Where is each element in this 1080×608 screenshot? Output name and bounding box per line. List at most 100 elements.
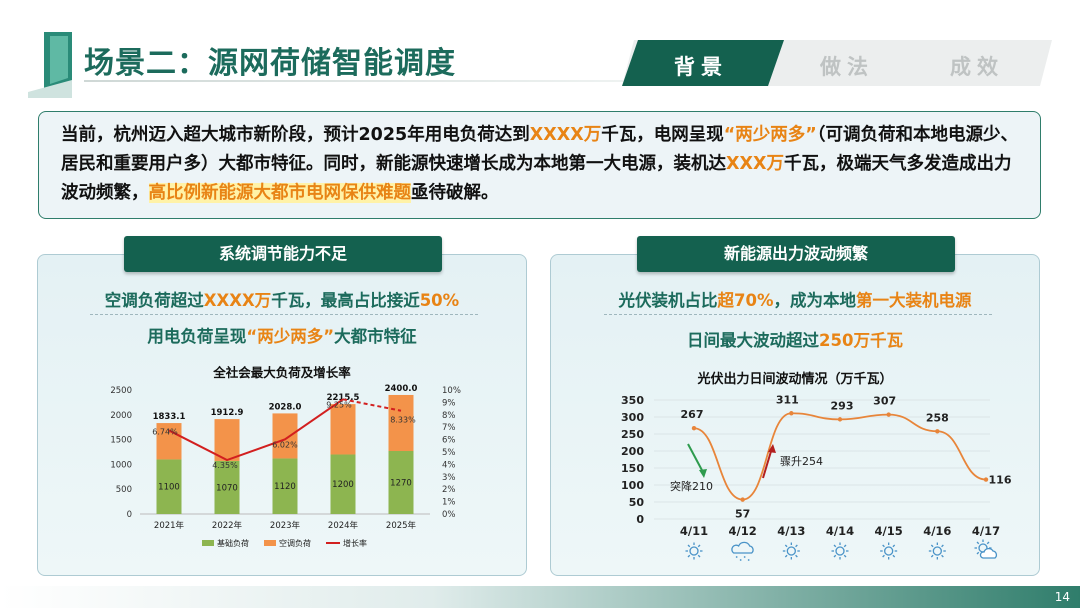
value-label: 116	[989, 474, 1012, 487]
data-point	[886, 412, 891, 417]
bar-base-label: 1120	[274, 482, 296, 492]
right-panel	[550, 254, 1040, 576]
x-tick-label: 4/15	[875, 524, 903, 538]
bar-base-load	[388, 451, 414, 514]
sunny-icon	[928, 542, 946, 560]
intro-text: （可调负荷和本地电源少、居民和重要用户多）大都市特征。同时，新能源快速增长成为本…	[61, 125, 1018, 174]
bar-base-label: 1270	[390, 479, 412, 489]
y-tick-label: 300	[621, 411, 644, 424]
y-tick-label: 250	[621, 428, 644, 441]
bar-base-label: 1100	[158, 483, 180, 493]
annotation-rise: 骤升254	[780, 455, 823, 468]
y-tick-label: 2500	[110, 386, 132, 396]
sunny-icon	[880, 542, 898, 560]
bar-total-label: 1833.1	[153, 412, 186, 422]
y2-tick-label: 4%	[442, 460, 456, 470]
title-underline	[84, 80, 624, 82]
intro-text: 千瓦，极端天气多发造成出力波动频繁，	[61, 154, 1012, 203]
data-point	[789, 411, 794, 416]
growth-rate-label: 6.74%	[152, 427, 178, 436]
growth-rate-label: 9.25%	[326, 400, 352, 409]
growth-line	[168, 398, 344, 462]
legend-label: 增长率	[343, 538, 367, 548]
y2-tick-label: 7%	[442, 423, 456, 433]
y-tick-label: 150	[621, 462, 644, 475]
rise-arrow-head	[768, 444, 776, 453]
partly-cloudy-icon	[974, 539, 998, 559]
y-tick-label: 500	[116, 485, 132, 495]
bar-total-label: 2400.0	[385, 384, 418, 394]
value-label: 57	[735, 508, 750, 521]
x-tick-label: 4/13	[777, 524, 805, 538]
right-subtitle-1: 光伏装机占比超70%，成为本地第一大装机电源	[618, 291, 972, 310]
intro-highlight: XXX万	[726, 154, 784, 174]
x-tick-label: 4/12	[729, 524, 757, 538]
left-panel-header: 系统调节能力不足	[124, 236, 442, 272]
intro-text: 当前，杭州迈入超大城市新阶段，预计2025年用电负荷达到	[61, 125, 530, 145]
bar-ac-load	[330, 404, 356, 455]
tab-method-label[interactable]: 做法	[820, 55, 874, 79]
x-tick-label: 2024年	[328, 520, 359, 531]
y2-tick-label: 9%	[442, 398, 456, 408]
tab-background[interactable]	[622, 40, 784, 86]
y-tick-label: 1000	[110, 460, 132, 470]
drop-arrow	[687, 443, 705, 475]
y2-tick-label: 2%	[442, 485, 456, 495]
value-label: 267	[681, 408, 704, 421]
y-tick-label: 1500	[110, 436, 132, 446]
bar-total-label: 2215.5	[327, 393, 360, 403]
x-tick-label: 2021年	[154, 520, 185, 531]
right-subtitle-2: 日间最大波动超过250万千瓦	[687, 331, 903, 350]
section-tabs: 背景 做法 成效	[622, 40, 1052, 86]
legend-swatch	[264, 540, 276, 546]
intro-text: 亟待破解。	[411, 183, 499, 203]
y2-tick-label: 10%	[442, 386, 461, 396]
data-point	[983, 477, 989, 482]
pv-output-line	[693, 412, 987, 501]
load-growth-chart: 0 500 1000 1500 2000 2500 0% 1% 2% 3% 4% 5% 6% 7% 8% 9%…	[110, 384, 461, 548]
x-tick-label: 2022年	[212, 520, 243, 531]
legend-label: 空调负荷	[279, 538, 311, 548]
bar-base-load	[272, 458, 298, 514]
data-point	[837, 417, 843, 422]
pv-output-chart: 0 50 100 150 200 250 300 350 267 57 311 293 307 258 11…	[621, 393, 1012, 561]
y-tick-label: 350	[621, 394, 644, 407]
bar-ac-load	[388, 394, 414, 452]
tab-background-label[interactable]: 背景	[674, 55, 728, 79]
intro-highlight-marked: 高比例新能源大都市电网保供难题	[148, 183, 411, 203]
y-tick-label: 50	[629, 496, 645, 509]
footer-bar	[0, 586, 1080, 608]
value-label: 311	[776, 393, 799, 406]
y-tick-label: 200	[621, 445, 644, 458]
chart2-title: 光伏出力日间波动情况（万千瓦）	[697, 372, 893, 387]
y2-tick-label: 8%	[442, 411, 456, 421]
value-label: 293	[831, 399, 854, 412]
x-tick-label: 4/17	[972, 524, 1000, 538]
sunny-icon	[831, 542, 849, 560]
bar-base-load	[156, 459, 182, 514]
y2-tick-label: 1%	[442, 498, 456, 508]
x-tick-label: 4/16	[923, 524, 951, 538]
title-decoration	[28, 32, 72, 98]
bar-total-label: 2028.0	[269, 402, 302, 412]
divider	[604, 314, 992, 315]
y-tick-label: 2000	[110, 411, 132, 421]
legend-swatch	[202, 540, 214, 546]
chart1-title: 全社会最大负荷及增长率	[213, 365, 351, 380]
bar-total-label: 1912.9	[211, 408, 244, 418]
rain-icon	[731, 541, 754, 561]
left-subtitle-2: 用电负荷呈现“两少两多”大都市特征	[147, 327, 417, 346]
legend-label: 基础负荷	[217, 538, 249, 548]
x-tick-label: 2025年	[386, 520, 417, 531]
sunny-icon	[782, 542, 800, 560]
rise-arrow	[762, 447, 773, 479]
intro-box: 当前，杭州迈入超大城市新阶段，预计2025年用电负荷达到XXXX万千瓦，电网呈现…	[38, 111, 1041, 219]
right-panel-header: 新能源出力波动频繁	[637, 236, 955, 272]
intro-highlight: “两少两多”	[723, 125, 817, 145]
drop-arrow-head	[699, 469, 707, 478]
tab-result-label[interactable]: 成效	[950, 55, 1004, 79]
intro-text: 千瓦，电网呈现	[601, 125, 724, 145]
growth-line-forecast	[342, 398, 402, 412]
bar-base-label: 1200	[332, 480, 354, 490]
divider	[90, 314, 478, 315]
